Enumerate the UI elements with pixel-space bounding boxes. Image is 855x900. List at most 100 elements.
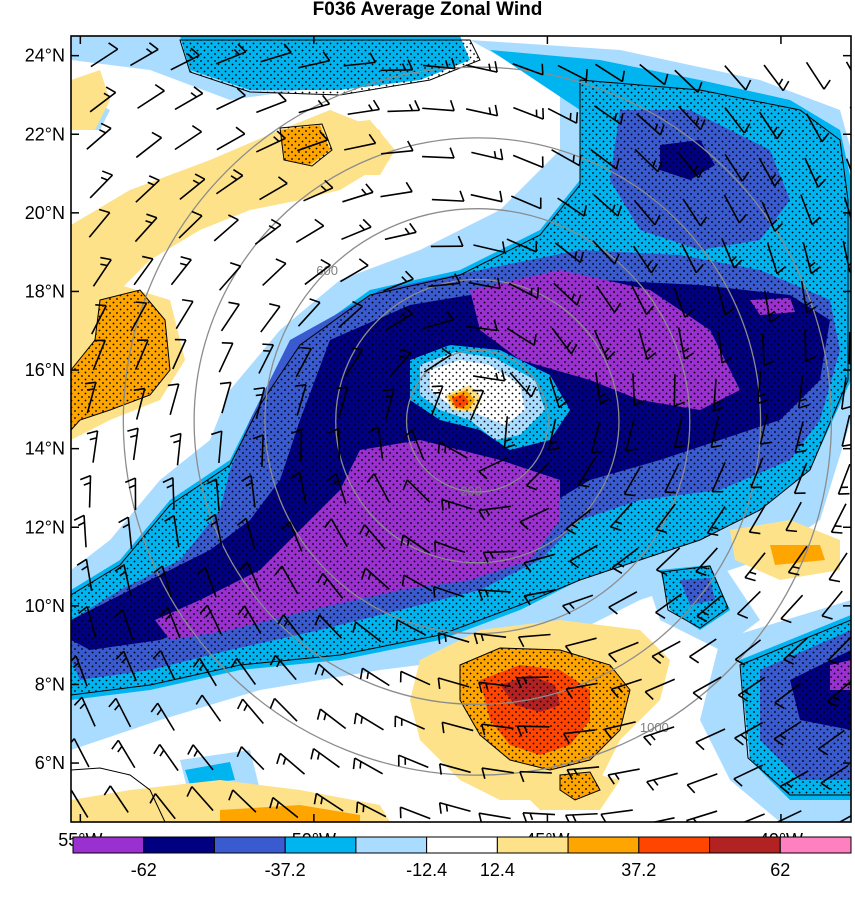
wind-barb <box>689 638 717 664</box>
wind-barb <box>512 63 544 76</box>
colorbar-label: -37.2 <box>265 860 306 880</box>
wind-barb <box>127 427 139 461</box>
wind-barb <box>625 419 638 452</box>
wind-barb <box>353 712 384 731</box>
wind-barb <box>441 498 473 511</box>
wind-barb <box>508 282 540 299</box>
wind-barb <box>761 201 784 232</box>
wind-barb <box>848 331 851 365</box>
wind-barb <box>338 300 363 329</box>
wind-barb <box>800 280 817 314</box>
wind-barb <box>88 208 111 238</box>
wind-barb <box>547 418 560 451</box>
range-ring-label: 200 <box>460 484 482 499</box>
wind-barb <box>220 301 240 332</box>
wind-barb <box>269 697 298 722</box>
wind-barb <box>395 619 426 636</box>
y-tick-label: 18°N <box>25 281 65 301</box>
wind-barb <box>86 122 112 150</box>
wind-barb <box>696 595 722 623</box>
colorbar-label: 37.2 <box>621 860 656 880</box>
colorbar-label: 62 <box>770 860 790 880</box>
wind-barb <box>175 298 194 330</box>
wind-barb <box>281 521 303 552</box>
wind-barb <box>478 589 511 601</box>
wind-barb <box>347 99 381 116</box>
wind-barb <box>838 814 851 822</box>
wind-barb <box>213 214 239 242</box>
wind-barb <box>557 197 588 217</box>
wind-barb <box>252 434 264 467</box>
wind-barb <box>383 270 414 292</box>
wind-barb <box>344 133 377 151</box>
wind-barb <box>480 723 514 736</box>
wind-barb <box>162 477 175 510</box>
wind-barb <box>805 113 830 143</box>
wind-barb <box>655 547 681 576</box>
wind-barb <box>519 770 552 783</box>
wind-barb <box>437 632 470 645</box>
wind-barb <box>303 179 334 202</box>
colorbar-swatch <box>72 836 145 854</box>
wind-barb <box>600 809 633 822</box>
y-tick-label: 16°N <box>25 360 65 380</box>
wind-barb <box>389 348 412 378</box>
wind-barb <box>636 113 665 136</box>
wind-barb <box>218 261 242 291</box>
wind-barb <box>343 52 377 67</box>
wind-barb <box>564 812 598 822</box>
wind-barb <box>827 636 851 665</box>
wind-barb <box>632 245 659 274</box>
wind-barb <box>775 810 802 822</box>
wind-barb <box>800 194 821 226</box>
wind-barb <box>712 378 725 412</box>
wind-barb <box>295 383 307 416</box>
wind-barb <box>438 763 471 775</box>
wind-barb <box>750 457 764 489</box>
wind-barb <box>71 738 90 768</box>
colorbar-swatch <box>213 836 286 854</box>
wind-barb <box>774 683 801 710</box>
wind-barb <box>195 694 222 722</box>
wind-barb <box>465 104 499 117</box>
wind-barb <box>592 239 620 265</box>
wind-barb <box>706 506 726 537</box>
colorbar-swatch <box>496 836 569 854</box>
wind-barb <box>512 154 544 169</box>
wind-barb <box>734 639 762 666</box>
wind-barb <box>793 463 808 495</box>
wind-barb <box>481 767 514 779</box>
wind-barb <box>253 386 266 419</box>
wind-barb <box>380 59 414 72</box>
wind-barb <box>609 502 633 532</box>
wind-barb <box>211 430 223 464</box>
y-tick-label: 10°N <box>25 596 65 616</box>
coastline <box>71 767 166 822</box>
wind-barb <box>593 329 616 361</box>
wind-barb <box>632 373 645 407</box>
colorbar-label: -12.4 <box>406 860 447 880</box>
wind-barb <box>149 793 176 820</box>
plot-frame <box>70 35 852 823</box>
wind-barb <box>135 131 163 159</box>
wind-barb <box>256 92 287 114</box>
wind-barb <box>664 462 680 494</box>
wind-barb <box>130 42 159 67</box>
wind-barb <box>646 772 678 791</box>
wind-barb <box>757 371 769 405</box>
wind-barb <box>557 64 588 81</box>
wind-barb <box>681 243 704 274</box>
y-tick-label: 22°N <box>25 124 65 144</box>
wind-barb <box>164 514 180 548</box>
wind-barb <box>384 306 414 331</box>
wind-barb <box>111 739 136 769</box>
wind-barb <box>89 86 117 113</box>
wind-barb <box>215 43 247 65</box>
wind-barb <box>430 235 464 248</box>
wind-barb <box>593 194 623 217</box>
colorbar-swatch <box>284 836 357 854</box>
wind-barb <box>108 697 132 728</box>
wind-barb <box>423 347 452 373</box>
wind-barb <box>692 676 722 701</box>
wind-barb <box>297 131 329 152</box>
